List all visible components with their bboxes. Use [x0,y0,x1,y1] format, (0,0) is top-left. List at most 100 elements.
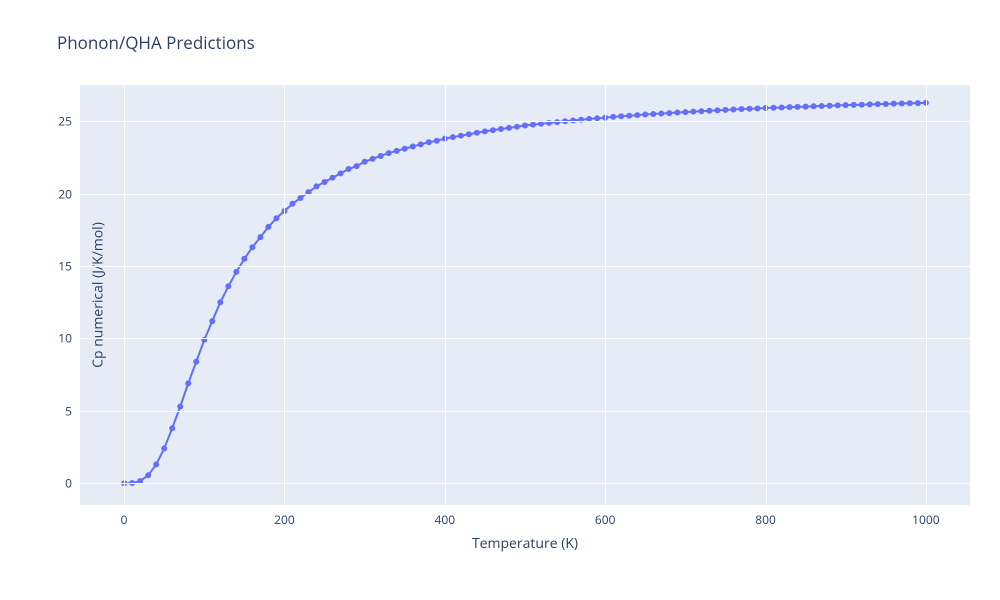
data-marker [354,163,360,169]
data-marker [394,148,400,154]
gridline-v [766,85,767,505]
x-tick-label: 800 [755,511,776,528]
data-marker [466,131,472,137]
data-marker [386,150,392,156]
data-marker [819,103,825,109]
gridline-v [926,85,927,505]
data-marker [177,404,183,410]
data-marker [658,111,664,117]
data-marker [506,125,512,131]
data-marker [514,124,520,130]
y-tick-label: 0 [65,475,72,492]
data-marker [241,256,247,262]
data-marker [450,134,456,140]
data-marker [666,110,672,116]
data-marker [193,359,199,365]
data-marker [891,101,897,107]
plot-area[interactable]: Temperature (K) Cp numerical (J/K/mol) 0… [80,85,970,505]
data-marker [298,195,304,201]
data-marker [474,130,480,136]
data-marker [418,141,424,147]
data-marker [682,109,688,115]
chart-title: Phonon/QHA Predictions [57,31,255,54]
data-marker [618,113,624,119]
data-marker [875,101,881,107]
data-marker [698,108,704,114]
data-marker [730,106,736,112]
data-marker [346,166,352,172]
data-marker [787,104,793,110]
data-marker [867,101,873,107]
data-marker [738,106,744,112]
data-marker [899,101,905,107]
data-marker [811,103,817,109]
gridline-v [605,85,606,505]
data-marker [145,472,151,478]
markers-group [121,100,929,486]
x-tick-label: 600 [595,511,616,528]
data-marker [370,156,376,162]
x-tick-label: 400 [435,511,456,528]
data-marker [362,159,368,165]
gridline-h [80,483,970,484]
gridline-v [284,85,285,505]
gridline-h [80,194,970,195]
data-marker [490,127,496,133]
data-marker [690,109,696,115]
data-marker [169,425,175,431]
data-marker [410,144,416,150]
data-marker [426,139,432,145]
data-marker [827,103,833,109]
y-tick-label: 15 [58,258,72,275]
y-axis-label: Cp numerical (J/K/mol) [88,222,107,368]
data-marker [835,102,841,108]
data-marker [402,146,408,152]
data-marker [289,201,295,207]
data-marker [642,112,648,118]
data-marker [314,183,320,189]
x-axis-label: Temperature (K) [472,534,578,553]
data-marker [233,269,239,275]
data-marker [795,104,801,110]
data-marker [209,318,215,324]
data-marker [915,100,921,106]
gridline-h [80,121,970,122]
data-marker [859,102,865,108]
data-marker [706,108,712,114]
data-marker [265,224,271,230]
data-marker [217,299,223,305]
data-marker [843,102,849,108]
data-marker [883,101,889,107]
gridline-h [80,266,970,267]
gridline-h [80,411,970,412]
data-marker [779,104,785,110]
x-tick-label: 0 [121,511,128,528]
data-marker [153,461,159,467]
data-marker [185,380,191,386]
y-tick-label: 20 [58,185,72,202]
data-marker [803,104,809,110]
data-marker [747,106,753,112]
line-path [124,103,926,483]
y-tick-label: 25 [58,113,72,130]
data-marker [273,215,279,221]
data-marker [530,122,536,128]
x-tick-label: 200 [274,511,295,528]
data-marker [851,102,857,108]
data-marker [650,111,656,117]
data-marker [322,179,328,185]
y-tick-label: 5 [65,402,72,419]
data-marker [257,234,263,240]
data-marker [610,114,616,120]
data-marker [458,133,464,139]
data-marker [755,105,761,111]
data-series [80,85,970,505]
data-marker [674,110,680,116]
data-marker [482,128,488,134]
gridline-h [80,338,970,339]
data-marker [907,100,913,106]
data-marker [498,126,504,132]
x-tick-label: 1000 [912,511,939,528]
data-marker [434,138,440,144]
y-tick-label: 10 [58,330,72,347]
